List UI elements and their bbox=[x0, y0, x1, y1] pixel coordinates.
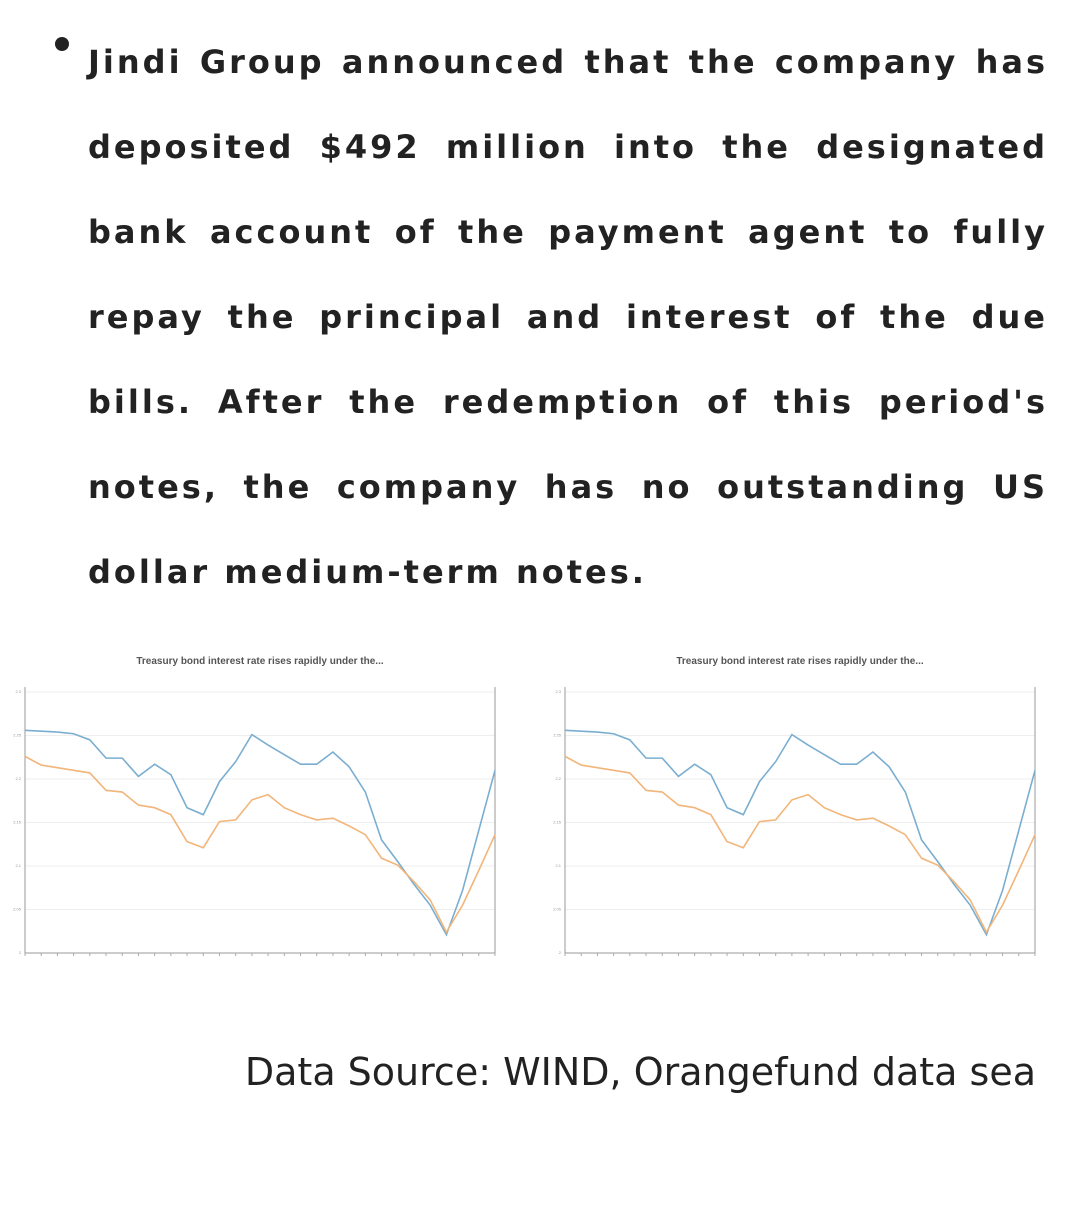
y-tick-label: 2.1 bbox=[555, 863, 561, 868]
y-tick-label: 2.25 bbox=[13, 733, 22, 738]
line-series bbox=[564, 729, 1036, 937]
y-tick-label: 2 bbox=[559, 950, 562, 955]
y-tick-label: 2.05 bbox=[13, 907, 22, 912]
chart: Treasury bond interest rate rises rapidl… bbox=[553, 656, 1036, 956]
y-tick-label: 2 bbox=[19, 950, 22, 955]
y-tick-label: 2.05 bbox=[553, 907, 562, 912]
y-tick-label: 2.15 bbox=[553, 820, 562, 825]
line-series bbox=[24, 755, 496, 934]
source-note: Data Source: WIND, Orangefund data sea bbox=[244, 1050, 1036, 1094]
y-tick-label: 2.2 bbox=[555, 776, 561, 781]
y-tick-label: 2.25 bbox=[553, 733, 562, 738]
chart-title: Treasury bond interest rate rises rapidl… bbox=[136, 656, 384, 667]
line-series bbox=[24, 729, 496, 937]
y-tick-label: 2.2 bbox=[15, 776, 21, 781]
y-tick-label: 2.15 bbox=[13, 820, 22, 825]
bullet-text: Jindi Group announced that the company h… bbox=[88, 43, 1048, 591]
y-tick-label: 2.3 bbox=[555, 689, 561, 694]
line-series bbox=[564, 755, 1036, 934]
chart: Treasury bond interest rate rises rapidl… bbox=[13, 656, 496, 956]
bullet-dot bbox=[55, 37, 69, 51]
y-tick-label: 2.1 bbox=[15, 863, 21, 868]
y-tick-label: 2.3 bbox=[15, 689, 21, 694]
chart-title: Treasury bond interest rate rises rapidl… bbox=[676, 656, 924, 667]
